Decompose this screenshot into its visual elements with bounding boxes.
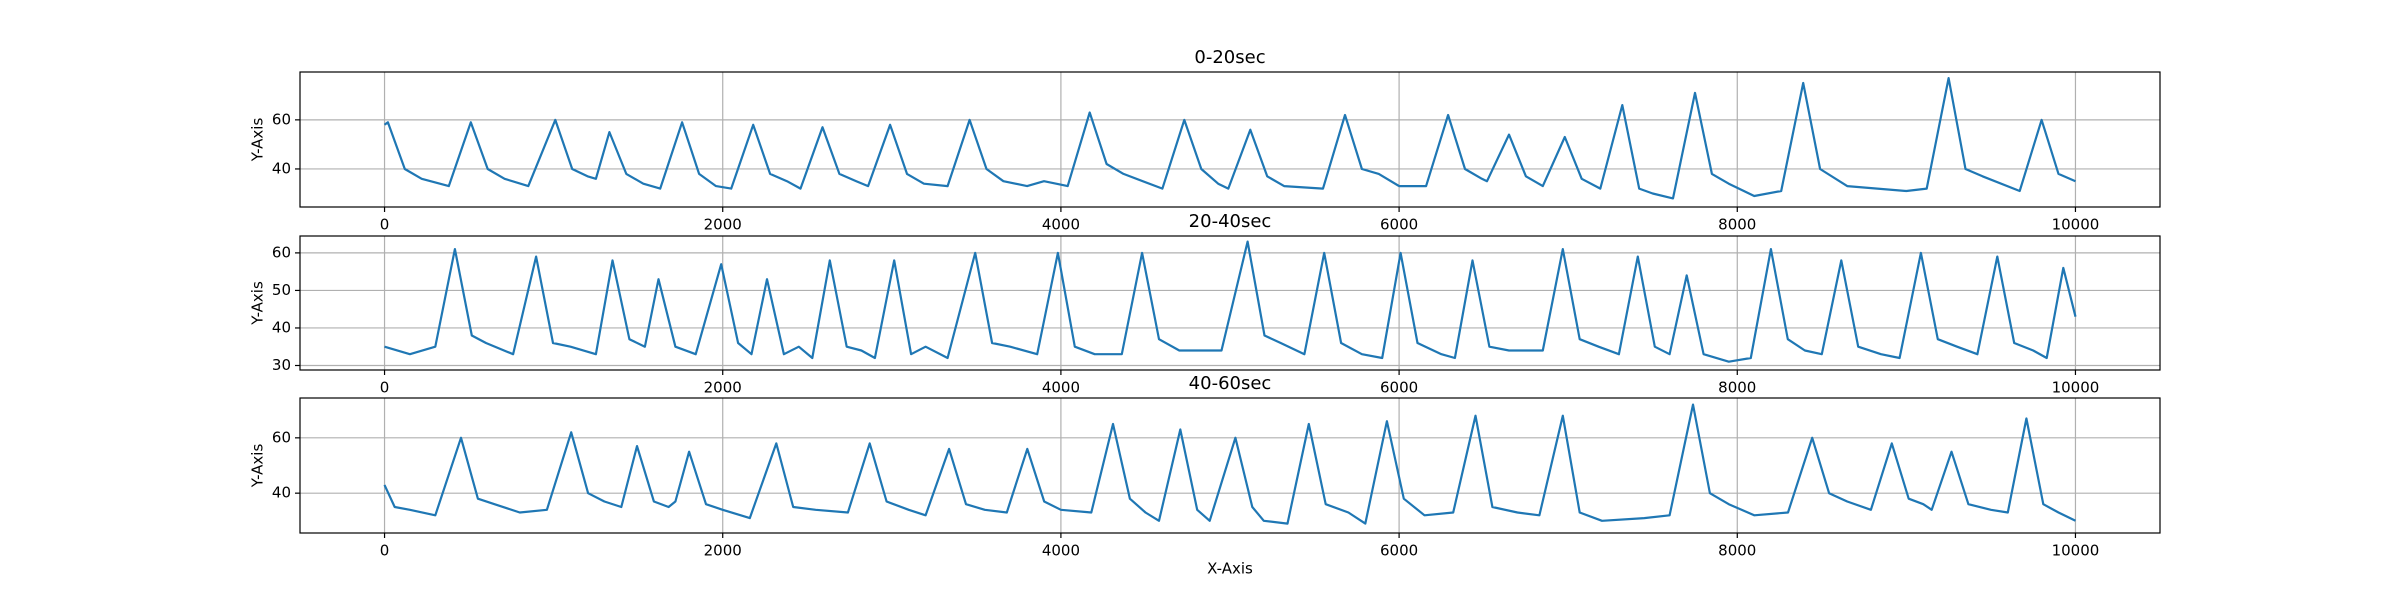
y-axis-label: Y-Axis (249, 281, 267, 326)
y-tick-label: 60 (272, 428, 291, 446)
x-tick-label: 2000 (704, 379, 742, 397)
x-tick-label: 6000 (1380, 379, 1418, 397)
x-tick-label: 8000 (1718, 542, 1756, 560)
y-tick-label: 40 (272, 318, 291, 336)
x-tick-label: 10000 (2052, 216, 2100, 234)
y-axis-label: Y-Axis (249, 444, 267, 489)
data-line (383, 403, 2076, 525)
x-axis-label: X-Axis (1207, 560, 1253, 578)
y-tick-label: 30 (272, 356, 291, 374)
y-tick-label: 60 (272, 110, 291, 128)
x-tick-label: 6000 (1380, 216, 1418, 234)
subplot-title: 0-20sec (1194, 47, 1265, 68)
x-tick-label: 10000 (2052, 379, 2100, 397)
y-axis-label: Y-Axis (249, 118, 267, 163)
y-tick-label: 60 (272, 243, 291, 261)
subplot-title: 40-60sec (1189, 373, 1272, 394)
x-tick-label: 2000 (704, 542, 742, 560)
plot-frame (299, 71, 2161, 208)
x-tick-label: 8000 (1718, 216, 1756, 234)
x-tick-label: 4000 (1042, 379, 1080, 397)
plot-frame (299, 397, 2161, 534)
x-tick-label: 4000 (1042, 216, 1080, 234)
y-tick-label: 40 (272, 484, 291, 502)
x-tick-label: 10000 (2052, 542, 2100, 560)
data-line (383, 77, 2076, 200)
x-tick-label: 0 (380, 216, 390, 234)
x-tick-label: 6000 (1380, 542, 1418, 560)
x-tick-label: 0 (380, 542, 390, 560)
x-tick-label: 2000 (704, 216, 742, 234)
x-tick-label: 8000 (1718, 379, 1756, 397)
x-tick-label: 0 (380, 379, 390, 397)
y-tick-label: 40 (272, 159, 291, 177)
x-tick-label: 4000 (1042, 542, 1080, 560)
subplot-title: 20-40sec (1189, 211, 1272, 232)
data-line (384, 240, 2077, 363)
y-tick-label: 50 (272, 281, 291, 299)
plot-frame (299, 235, 2161, 371)
